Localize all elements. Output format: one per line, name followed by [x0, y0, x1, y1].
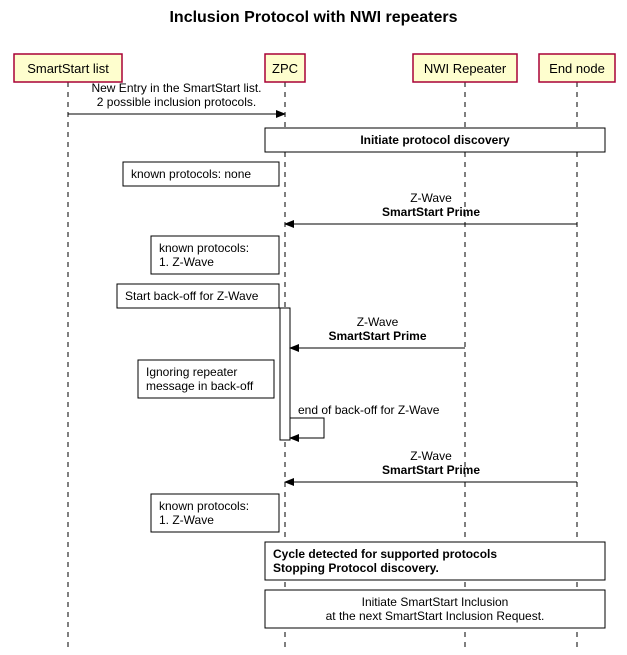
message-label: SmartStart Prime	[382, 463, 480, 477]
note-text: Initiate protocol discovery	[360, 133, 510, 147]
participant-label-endnode: End node	[549, 61, 605, 76]
note-text: Initiate SmartStart Inclusion	[362, 595, 509, 609]
message-label: Z-Wave	[410, 449, 452, 463]
participant-label-nwi: NWI Repeater	[424, 61, 507, 76]
note-text: Cycle detected for supported protocols	[273, 547, 497, 561]
note-text: Stopping Protocol discovery.	[273, 561, 439, 575]
note-text: at the next SmartStart Inclusion Request…	[326, 609, 545, 623]
message-label: New Entry in the SmartStart list.	[91, 81, 261, 95]
note-text: message in back-off	[146, 379, 254, 393]
activation-bar	[280, 308, 290, 440]
message-label: Z-Wave	[410, 191, 452, 205]
participant-label-zpc: ZPC	[272, 61, 298, 76]
message-label: Z-Wave	[357, 315, 399, 329]
note-text: 1. Z-Wave	[159, 255, 214, 269]
note-text: Start back-off for Z-Wave	[125, 289, 259, 303]
note-text: known protocols: none	[131, 167, 251, 181]
note-text: known protocols:	[159, 499, 249, 513]
message-label: SmartStart Prime	[328, 329, 426, 343]
note-text: Ignoring repeater	[146, 365, 237, 379]
diagram-title: Inclusion Protocol with NWI repeaters	[169, 9, 457, 26]
self-message-arrow	[290, 418, 324, 438]
message-label: 2 possible inclusion protocols.	[97, 95, 256, 109]
note-text: known protocols:	[159, 241, 249, 255]
participant-label-smartstart: SmartStart list	[27, 61, 109, 76]
note-text: 1. Z-Wave	[159, 513, 214, 527]
self-message-label: end of back-off for Z-Wave	[298, 403, 440, 417]
message-label: SmartStart Prime	[382, 205, 480, 219]
